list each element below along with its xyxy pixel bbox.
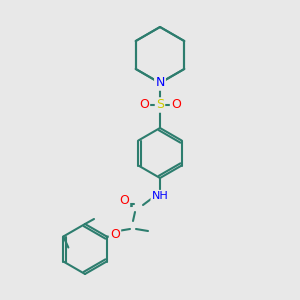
Text: O: O <box>139 98 149 112</box>
Text: O: O <box>119 194 129 206</box>
Text: N: N <box>155 76 165 89</box>
Text: O: O <box>171 98 181 112</box>
Text: NH: NH <box>152 191 168 201</box>
Text: O: O <box>110 227 120 241</box>
Text: S: S <box>156 98 164 112</box>
